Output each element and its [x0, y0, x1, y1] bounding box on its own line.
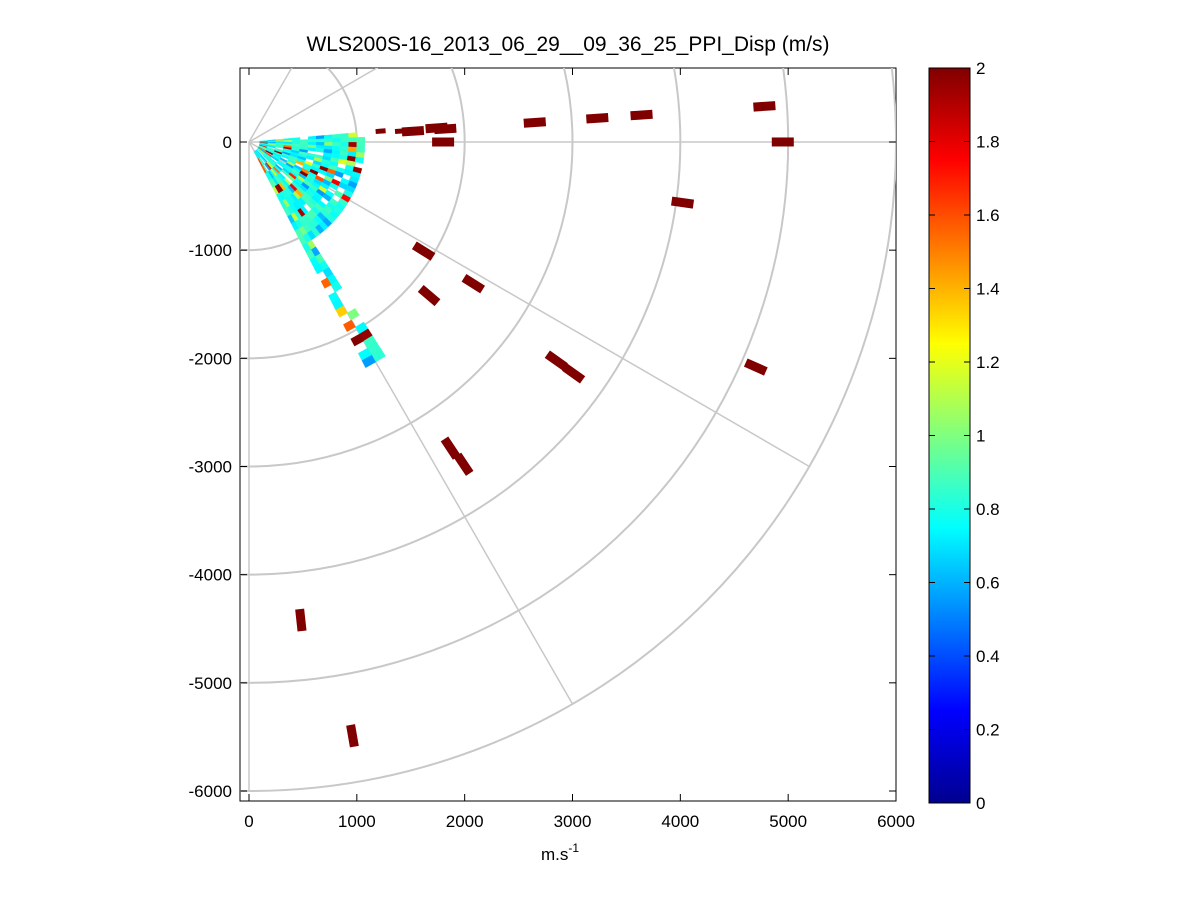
outlier-gate	[753, 101, 776, 112]
sector-gate	[354, 156, 365, 164]
sector-gate	[315, 135, 325, 140]
y-tick-label: -6000	[189, 782, 232, 801]
outlier-gate	[461, 274, 486, 294]
outlier-gate	[586, 112, 609, 124]
x-axis-label: m.s-1	[541, 841, 579, 864]
colorbar-tick-label: 0.2	[976, 721, 1000, 740]
sector-gate	[348, 142, 358, 148]
y-tick-label: -4000	[189, 566, 232, 585]
outlier-gate	[453, 452, 474, 476]
sector-gate	[343, 319, 356, 332]
colorbar-tick-label: 1.4	[976, 280, 1000, 299]
sector-gate	[324, 138, 333, 143]
y-tick-label: -3000	[189, 458, 232, 477]
colorbar-tick-label: 1.6	[976, 206, 1000, 225]
outlier-gate	[771, 137, 794, 147]
outlier-gate	[346, 724, 359, 748]
sector-fan	[253, 132, 386, 368]
x-tick-label: 2000	[446, 812, 484, 831]
outlier-gate	[440, 436, 461, 460]
outlier-gate	[375, 128, 386, 135]
sector-gate	[316, 138, 325, 143]
x-tick-label: 0	[244, 812, 253, 831]
outlier-gate	[562, 363, 586, 384]
colorbar-tick-label: 2	[976, 59, 985, 78]
axis-ticks: 0 1000 2000 3000 4000 5000 6000 0 -1000 -2000 -300…	[189, 68, 915, 831]
sector-gate	[291, 139, 301, 143]
x-axis-label-superscript: -1	[568, 841, 579, 855]
sector-gate	[348, 132, 357, 139]
outlier-gate	[434, 123, 457, 135]
outlier-gates	[295, 101, 794, 748]
sector-gate	[356, 136, 366, 143]
sector-gate	[283, 139, 293, 143]
outlier-gate	[523, 117, 547, 128]
sector-gate	[275, 140, 285, 143]
sector-gate	[335, 305, 348, 318]
sector-gate	[350, 333, 364, 347]
outlier-gate	[743, 358, 768, 376]
sector-gate	[332, 133, 341, 139]
colorbar: 0 0.2 0.4 0.6 0.8 1 1.2 1.4 1.6 1.8 2	[928, 59, 1000, 813]
colorbar-ticks: 0 0.2 0.4 0.6 0.8 1 1.2 1.4 1.6 1.8 2	[929, 59, 1000, 813]
y-tick-label: -5000	[189, 674, 232, 693]
colorbar-tick-label: 1.2	[976, 353, 1000, 372]
colorbar-tick-label: 1	[976, 427, 985, 446]
sector-gate	[356, 142, 366, 148]
sector-gate	[361, 354, 376, 368]
outlier-gate	[401, 125, 425, 137]
outlier-gate	[411, 241, 436, 261]
sector-gate	[320, 277, 332, 289]
x-tick-label: 4000	[661, 812, 699, 831]
outlier-gate	[417, 285, 441, 307]
sector-gate	[340, 137, 349, 143]
y-tick-label: 0	[223, 133, 232, 152]
sector-gate	[324, 142, 333, 147]
sector-gate	[323, 134, 333, 140]
chart-title: WLS200S-16_2013_06_29__09_36_25_PPI_Disp…	[306, 33, 829, 56]
sector-gate	[340, 142, 349, 148]
sector-gate	[348, 137, 358, 143]
sector-gate	[356, 147, 366, 154]
x-tick-label: 3000	[554, 812, 592, 831]
colorbar-gradient	[928, 67, 971, 804]
outlier-gate	[544, 350, 568, 371]
sector-gate	[307, 135, 317, 140]
x-tick-label: 6000	[877, 812, 915, 831]
outlier-gate	[671, 196, 695, 209]
outlier-gate	[630, 109, 653, 121]
colorbar-tick-label: 0	[976, 794, 985, 813]
y-tick-label: -2000	[189, 349, 232, 368]
y-tick-label: -1000	[189, 241, 232, 260]
colorbar-tick-label: 0.8	[976, 500, 1000, 519]
colorbar-tick-label: 0.6	[976, 574, 1000, 593]
sector-gate	[332, 137, 341, 143]
outlier-gate	[432, 137, 455, 147]
x-tick-label: 5000	[769, 812, 807, 831]
sector-gate	[340, 133, 349, 139]
outlier-gate	[295, 608, 307, 632]
colorbar-tick-label: 0.4	[976, 647, 1000, 666]
sector-gate	[313, 263, 324, 275]
sector-gate	[300, 139, 309, 143]
sector-gate	[308, 138, 317, 143]
polar-spoke	[248, 68, 379, 143]
sector-gate	[332, 142, 341, 147]
colorbar-tick-label: 1.8	[976, 133, 1000, 152]
x-tick-label: 1000	[338, 812, 376, 831]
